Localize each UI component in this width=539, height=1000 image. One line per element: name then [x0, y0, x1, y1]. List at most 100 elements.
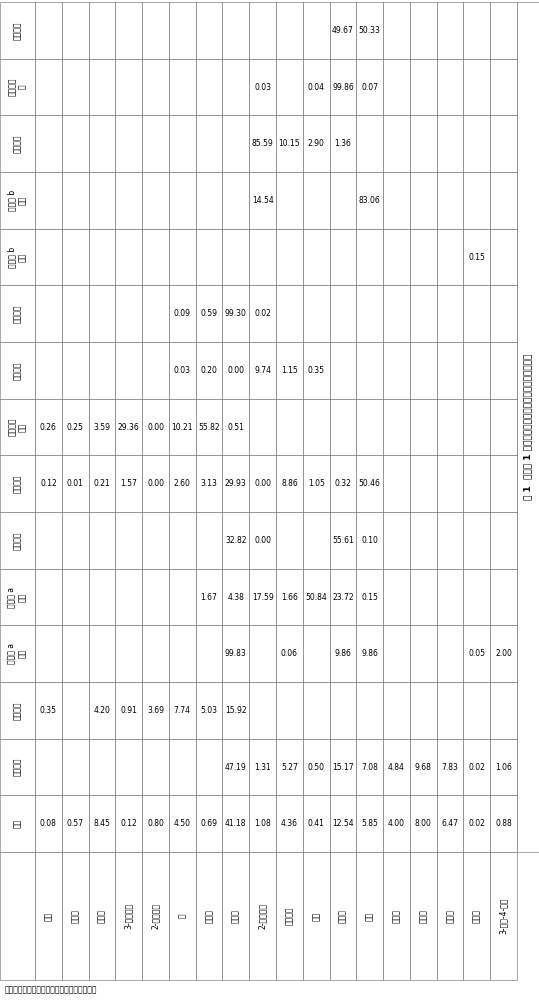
Bar	[464, 2, 490, 59]
Bar	[62, 682, 88, 739]
Bar	[115, 852, 142, 980]
Bar	[142, 625, 169, 682]
Text: 备注：各物流中微量的其它组分没有列入内。: 备注：各物流中微量的其它组分没有列入内。	[5, 986, 98, 994]
Bar	[490, 569, 517, 625]
Bar	[142, 172, 169, 229]
Text: 3-甲基戊烷: 3-甲基戊烷	[124, 903, 133, 929]
Bar	[437, 739, 464, 795]
Text: 9.68: 9.68	[415, 762, 432, 772]
Text: 1.06: 1.06	[495, 762, 512, 772]
Text: 0.12: 0.12	[40, 479, 57, 488]
Bar	[0, 115, 35, 172]
Bar	[62, 512, 88, 569]
Text: 7.08: 7.08	[361, 762, 378, 772]
Text: 0.59: 0.59	[201, 309, 218, 318]
Bar	[356, 229, 383, 285]
Bar	[35, 399, 62, 455]
Bar	[464, 739, 490, 795]
Text: 99.86: 99.86	[332, 83, 354, 92]
Bar	[356, 625, 383, 682]
Bar	[88, 795, 115, 852]
Bar	[303, 172, 329, 229]
Bar	[0, 285, 35, 342]
Bar	[35, 342, 62, 399]
Bar	[115, 739, 142, 795]
Bar	[249, 285, 276, 342]
Bar	[303, 569, 329, 625]
Text: 0.15: 0.15	[361, 592, 378, 601]
Text: 0.26: 0.26	[40, 422, 57, 432]
Bar	[169, 739, 196, 795]
Bar	[276, 682, 303, 739]
Text: 辛醇塔侧
线: 辛醇塔侧 线	[8, 78, 27, 96]
Text: 4.50: 4.50	[174, 819, 191, 828]
Bar	[276, 2, 303, 59]
Bar	[329, 625, 356, 682]
Bar	[464, 59, 490, 115]
Bar	[142, 569, 169, 625]
Bar	[410, 682, 437, 739]
Bar	[464, 172, 490, 229]
Bar	[410, 342, 437, 399]
Text: 6.47: 6.47	[441, 819, 459, 828]
Bar	[88, 399, 115, 455]
Text: 辛烯醛: 辛烯醛	[338, 909, 348, 923]
Bar	[196, 795, 223, 852]
Text: 脱重塔底: 脱重塔底	[13, 474, 22, 493]
Bar	[88, 342, 115, 399]
Text: 加氢后反
应液: 加氢后反 应液	[8, 418, 27, 436]
Bar	[0, 739, 35, 795]
Bar	[115, 569, 142, 625]
Text: 0.06: 0.06	[281, 649, 298, 658]
Bar	[88, 512, 115, 569]
Bar	[303, 59, 329, 115]
Bar	[88, 172, 115, 229]
Text: 0.02: 0.02	[468, 819, 485, 828]
Bar	[410, 115, 437, 172]
Bar	[249, 229, 276, 285]
Bar	[464, 512, 490, 569]
Text: 0.00: 0.00	[147, 479, 164, 488]
Bar	[196, 229, 223, 285]
Bar	[303, 625, 329, 682]
Bar	[142, 682, 169, 739]
Bar	[249, 2, 276, 59]
Text: 正丁醇: 正丁醇	[231, 909, 240, 923]
Bar	[276, 285, 303, 342]
Bar	[88, 455, 115, 512]
Bar	[437, 172, 464, 229]
Bar	[356, 59, 383, 115]
Bar	[383, 399, 410, 455]
Bar	[223, 512, 249, 569]
Bar	[303, 852, 329, 980]
Text: 41.18: 41.18	[225, 819, 246, 828]
Bar	[356, 115, 383, 172]
Bar	[329, 682, 356, 739]
Bar	[249, 625, 276, 682]
Bar	[169, 455, 196, 512]
Bar	[0, 229, 35, 285]
Bar	[437, 2, 464, 59]
Bar	[115, 285, 142, 342]
Bar	[464, 852, 490, 980]
Text: 29.93: 29.93	[225, 479, 247, 488]
Text: 丁醇塔 b
塔底: 丁醇塔 b 塔底	[8, 190, 27, 211]
Bar	[410, 59, 437, 115]
Bar	[383, 682, 410, 739]
Bar	[490, 739, 517, 795]
Bar	[196, 115, 223, 172]
Bar	[410, 739, 437, 795]
Text: 14.54: 14.54	[252, 196, 273, 205]
Bar	[276, 455, 303, 512]
Bar	[142, 2, 169, 59]
Bar	[169, 285, 196, 342]
Bar	[196, 342, 223, 399]
Bar	[356, 342, 383, 399]
Bar	[490, 229, 517, 285]
Text: 9.86: 9.86	[335, 649, 351, 658]
Bar	[464, 115, 490, 172]
Text: 0.50: 0.50	[308, 762, 324, 772]
Text: 2.00: 2.00	[495, 649, 512, 658]
Bar	[383, 285, 410, 342]
Bar	[464, 625, 490, 682]
